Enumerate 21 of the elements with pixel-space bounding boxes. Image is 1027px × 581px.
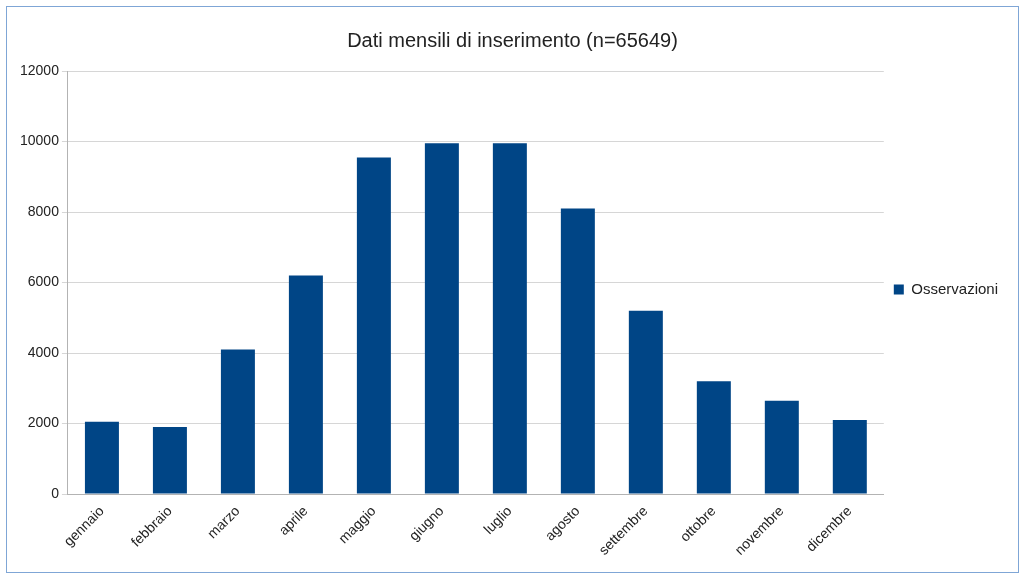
bar bbox=[152, 427, 187, 494]
y-tick-label: 2000 bbox=[27, 414, 60, 431]
chart-title: Dati mensili di inserimento (n=65649) bbox=[347, 28, 678, 51]
bar bbox=[288, 275, 323, 494]
bar bbox=[84, 421, 119, 494]
bar bbox=[492, 143, 527, 494]
bar bbox=[560, 208, 595, 494]
bar bbox=[424, 143, 459, 494]
y-tick-label: 10000 bbox=[19, 132, 60, 149]
y-tick-label: 0 bbox=[51, 484, 60, 501]
bar bbox=[220, 349, 255, 494]
y-tick-label: 8000 bbox=[27, 202, 60, 219]
bar bbox=[832, 420, 867, 494]
y-tick-label: 6000 bbox=[27, 273, 60, 290]
bar bbox=[628, 310, 663, 494]
bar bbox=[356, 157, 391, 494]
y-tick-label: 4000 bbox=[27, 343, 60, 360]
legend-label: Osservazioni bbox=[911, 279, 999, 297]
bar bbox=[696, 381, 731, 494]
bar bbox=[764, 400, 799, 494]
y-tick-label: 12000 bbox=[19, 61, 60, 78]
